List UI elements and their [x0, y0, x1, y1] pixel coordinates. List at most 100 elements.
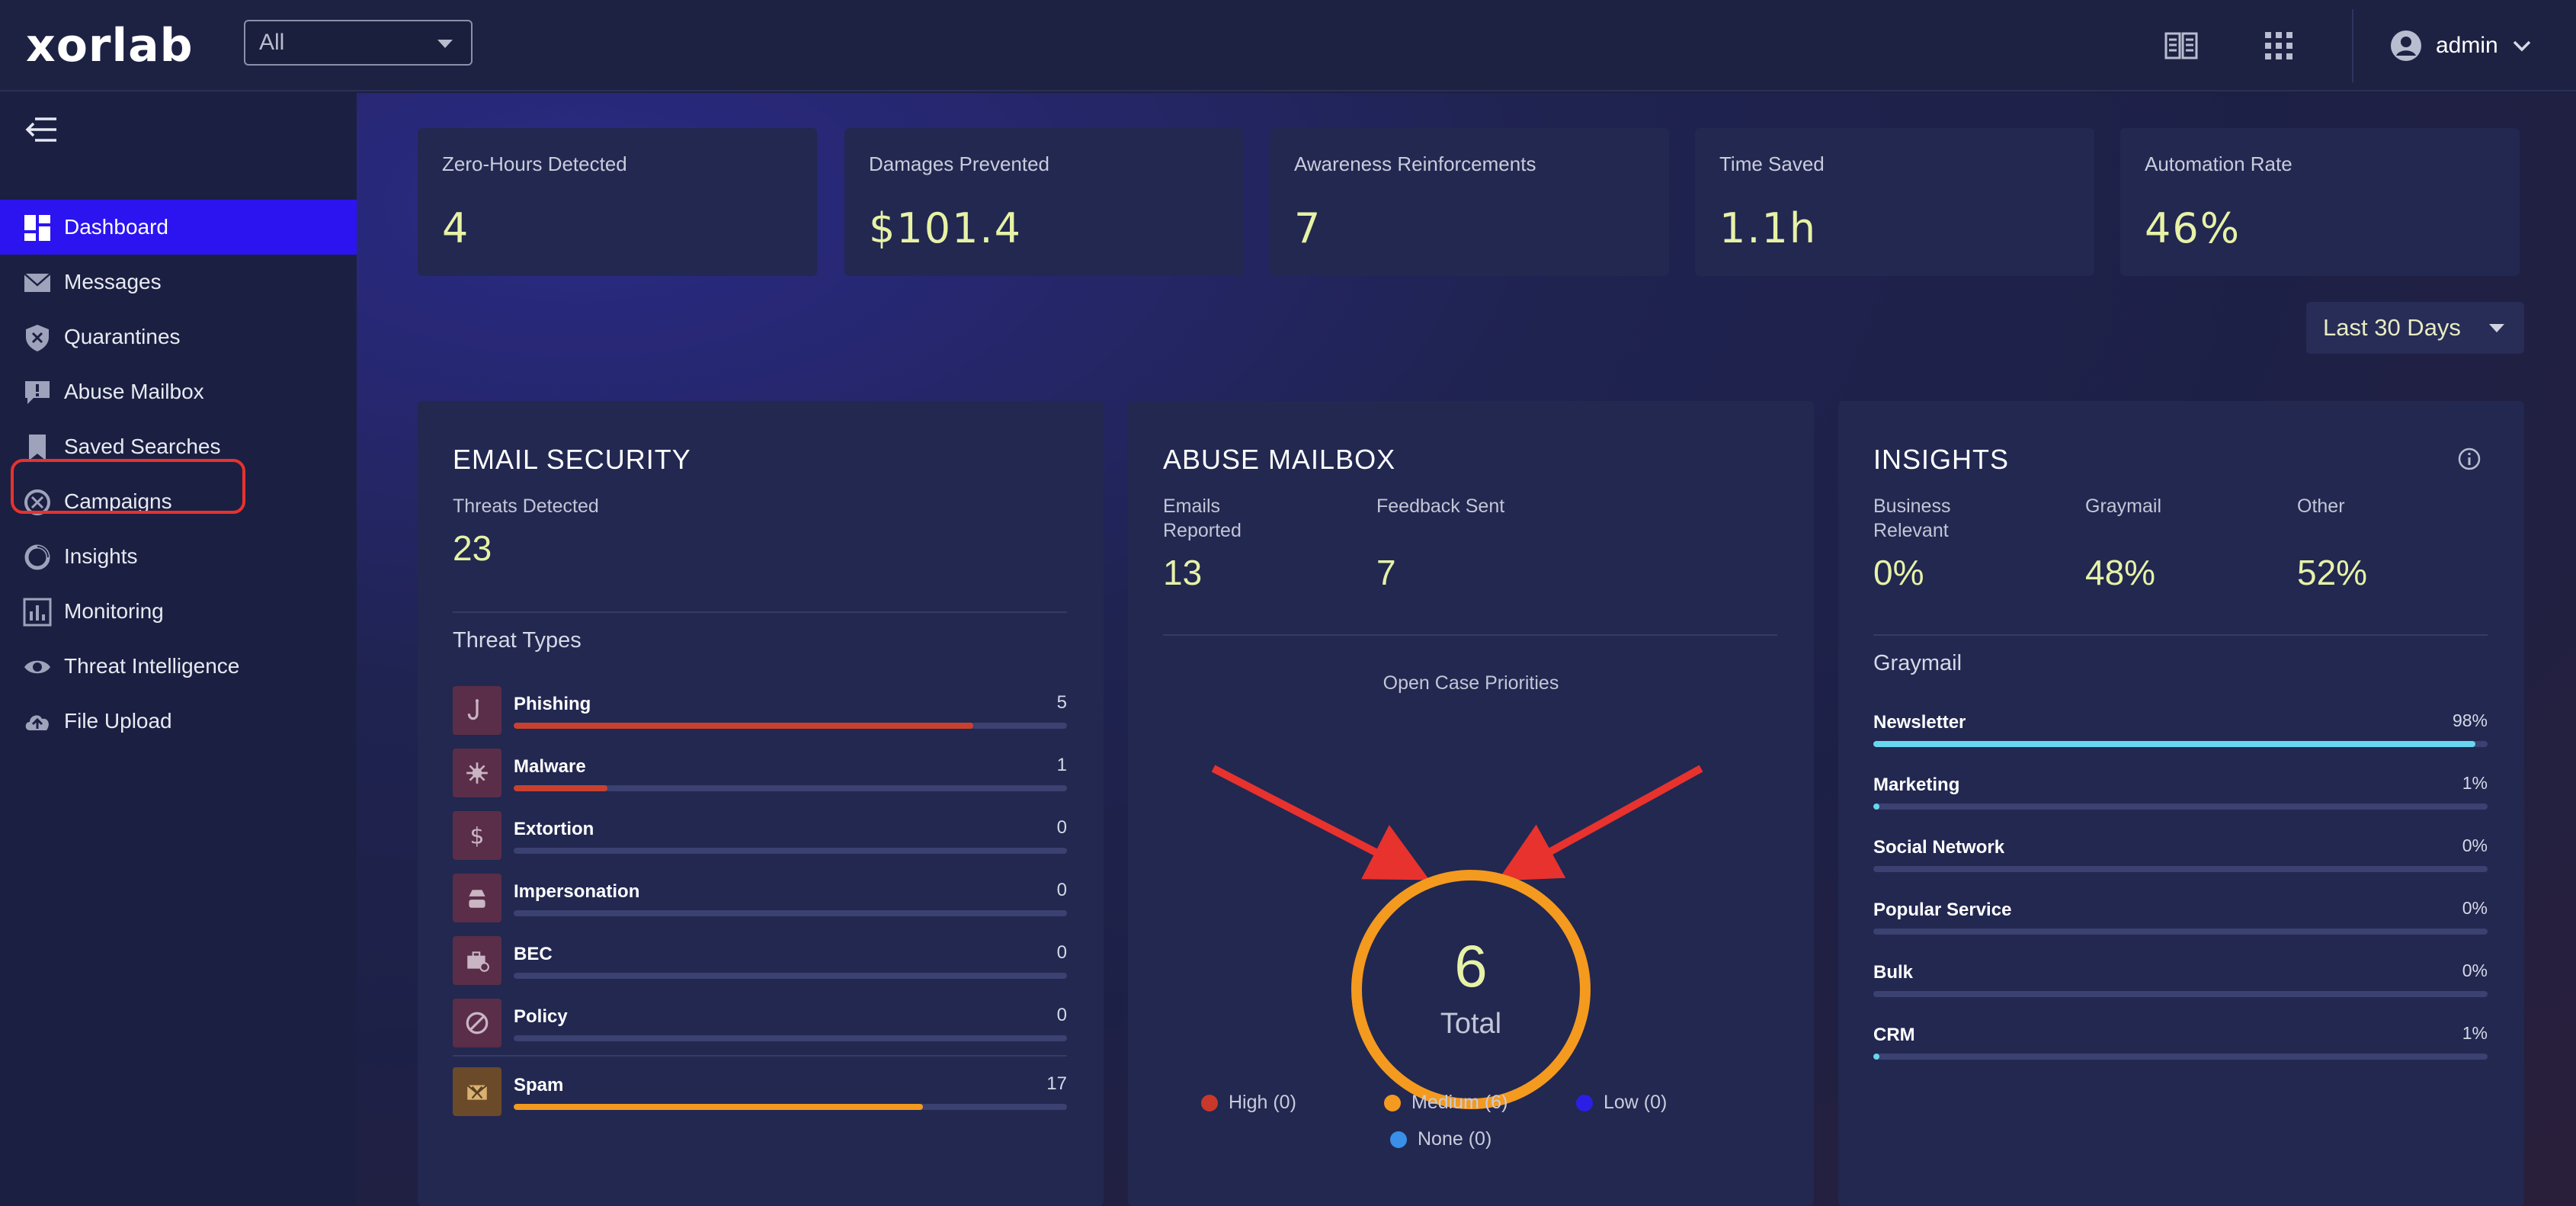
graymail-label: Graymail: [2085, 496, 2162, 517]
legend-label: High (0): [1229, 1092, 1296, 1113]
sidebar-item-quarantines[interactable]: Quarantines: [0, 310, 357, 364]
legend-dot: [1576, 1094, 1593, 1111]
speech-bubble-alert-icon: [25, 381, 50, 404]
kpi-card-awareness: Awareness Reinforcements 7: [1270, 128, 1669, 276]
tenant-select-value: All: [259, 30, 285, 55]
threat-type-bar: [514, 1104, 1067, 1110]
annotation-arrow-left: [1211, 765, 1430, 880]
graymail-row-bar: [1873, 991, 2488, 997]
kpi-label: Automation Rate: [2145, 152, 2292, 175]
caret-down-icon: [2489, 324, 2504, 332]
graymail-row-name: Newsletter: [1873, 712, 1966, 733]
card-title: ABUSE MAILBOX: [1163, 444, 1396, 475]
annotation-arrows: [1211, 765, 1703, 881]
annotation-highlight-box: [11, 459, 245, 514]
envelope-icon: [24, 273, 51, 292]
graymail-row-bulk[interactable]: Bulk 0%: [1873, 956, 2488, 1009]
threat-type-name: Extortion: [514, 819, 594, 839]
sidebar-item-dashboard[interactable]: Dashboard: [0, 200, 357, 255]
date-range-value: Last 30 Days: [2323, 314, 2461, 341]
sidebar-item-label: Dashboard: [64, 215, 168, 239]
legend-item-low[interactable]: Low (0): [1576, 1092, 1667, 1114]
sidebar-item-abuse-mailbox[interactable]: Abuse Mailbox: [0, 364, 357, 419]
sidebar-item-campaigns[interactable]: Campaigns: [0, 474, 357, 529]
threat-type-row-impersonation[interactable]: Impersonation 0: [453, 874, 1067, 927]
threat-type-row-malware[interactable]: Malware 1: [453, 749, 1067, 802]
threat-type-row-policy[interactable]: Policy 0: [453, 999, 1067, 1052]
threat-type-row-bec[interactable]: BEC 0: [453, 936, 1067, 989]
graymail-row-social-network[interactable]: Social Network 0%: [1873, 831, 2488, 884]
divider: [1163, 634, 1777, 636]
open-case-priorities-label: Open Case Priorities: [1383, 672, 1559, 694]
sidebar-item-monitoring[interactable]: Monitoring: [0, 584, 357, 639]
email-security-card: EMAIL SECURITY Threats Detected 23 Threa…: [418, 401, 1104, 1206]
legend-dot: [1390, 1131, 1407, 1148]
sidebar-nav: Dashboard Messages Quarantines Abuse Mai…: [0, 200, 357, 749]
xorlab-logo[interactable]: xorlab: [26, 19, 194, 72]
threat-type-row-spam[interactable]: Spam 17: [453, 1067, 1067, 1121]
sidebar-item-label: Messages: [64, 270, 162, 293]
cloud-upload-icon: [25, 715, 49, 730]
kpi-card-zero-hours: Zero-Hours Detected 4: [418, 128, 817, 276]
kpi-label: Zero-Hours Detected: [442, 152, 627, 175]
other-value: 52%: [2297, 553, 2368, 592]
bar-chart-icon: [23, 598, 52, 627]
card-title: INSIGHTS: [1873, 444, 2010, 475]
kpi-card-automation-rate: Automation Rate 46%: [2120, 128, 2520, 276]
top-bar: xorlab All admin: [0, 0, 2576, 91]
sidebar-item-insights[interactable]: Insights: [0, 529, 357, 584]
threat-type-row-phishing[interactable]: Phishing 5: [453, 686, 1067, 739]
graymail-row-bar-fill: [1873, 1054, 1880, 1060]
graymail-row-newsletter[interactable]: Newsletter 98%: [1873, 706, 2488, 759]
graymail-row-popular-service[interactable]: Popular Service 0%: [1873, 893, 2488, 947]
donut-total-label: Total: [1440, 1008, 1502, 1040]
graymail-row-bar: [1873, 866, 2488, 872]
book-icon[interactable]: [2164, 29, 2198, 63]
graymail-row-marketing[interactable]: Marketing 1%: [1873, 768, 2488, 822]
kpi-value: 7: [1294, 204, 1322, 252]
threat-type-bar-fill: [514, 723, 973, 729]
graymail-row-bar-fill: [1873, 741, 2475, 747]
collapse-menu-icon[interactable]: [24, 116, 58, 143]
header-divider: [2352, 9, 2353, 82]
date-range-select[interactable]: Last 30 Days: [2306, 302, 2524, 354]
threat-type-count: 5: [1056, 692, 1067, 713]
other-label: Other: [2297, 496, 2345, 517]
tenant-select[interactable]: All: [244, 20, 473, 66]
kpi-card-damages: Damages Prevented $101.4: [844, 128, 1244, 276]
graymail-row-crm[interactable]: CRM 1%: [1873, 1018, 2488, 1072]
chevron-down-icon: [2513, 40, 2530, 52]
graymail-row-bar-fill: [1873, 803, 1880, 810]
graymail-section-label: Graymail: [1873, 651, 1962, 675]
hook-icon: [453, 686, 501, 735]
sidebar-item-label: Abuse Mailbox: [64, 380, 204, 403]
campaign-icon: [24, 489, 50, 515]
user-menu[interactable]: admin: [2390, 24, 2532, 67]
insights-card: INSIGHTS Business Relevant 0% Graymail 4…: [1838, 401, 2524, 1206]
sidebar-item-messages[interactable]: Messages: [0, 255, 357, 310]
threat-type-name: Spam: [514, 1075, 564, 1095]
sidebar-item-file-upload[interactable]: File Upload: [0, 694, 357, 749]
sidebar-item-threat-intelligence[interactable]: Threat Intelligence: [0, 639, 357, 694]
apps-grid-icon[interactable]: [2262, 29, 2296, 63]
shield-x-icon: [26, 325, 49, 351]
threat-type-bar: [514, 848, 1067, 854]
sidebar-item-saved-searches[interactable]: Saved Searches: [0, 419, 357, 474]
threat-type-bar: [514, 973, 1067, 979]
donut-ring: [1351, 870, 1591, 1109]
legend-item-high[interactable]: High (0): [1201, 1092, 1296, 1114]
legend-item-medium[interactable]: Medium (6): [1384, 1092, 1507, 1114]
emails-reported-value: 13: [1163, 553, 1203, 592]
info-icon[interactable]: [2457, 447, 2481, 471]
card-title: EMAIL SECURITY: [453, 444, 691, 475]
briefcase-icon: [453, 936, 501, 985]
open-case-priorities-donut[interactable]: 6 Total: [1349, 868, 1593, 1111]
user-avatar-icon: [2391, 30, 2421, 61]
spam-mail-icon: [453, 1067, 501, 1116]
legend-label: None (0): [1418, 1128, 1492, 1150]
legend-item-none[interactable]: None (0): [1390, 1128, 1491, 1150]
threat-type-bar-fill: [514, 785, 608, 791]
threat-type-row-extortion[interactable]: $ Extortion 0: [453, 811, 1067, 864]
svg-text:$: $: [470, 823, 485, 848]
sidebar-item-label: Saved Searches: [64, 435, 221, 458]
